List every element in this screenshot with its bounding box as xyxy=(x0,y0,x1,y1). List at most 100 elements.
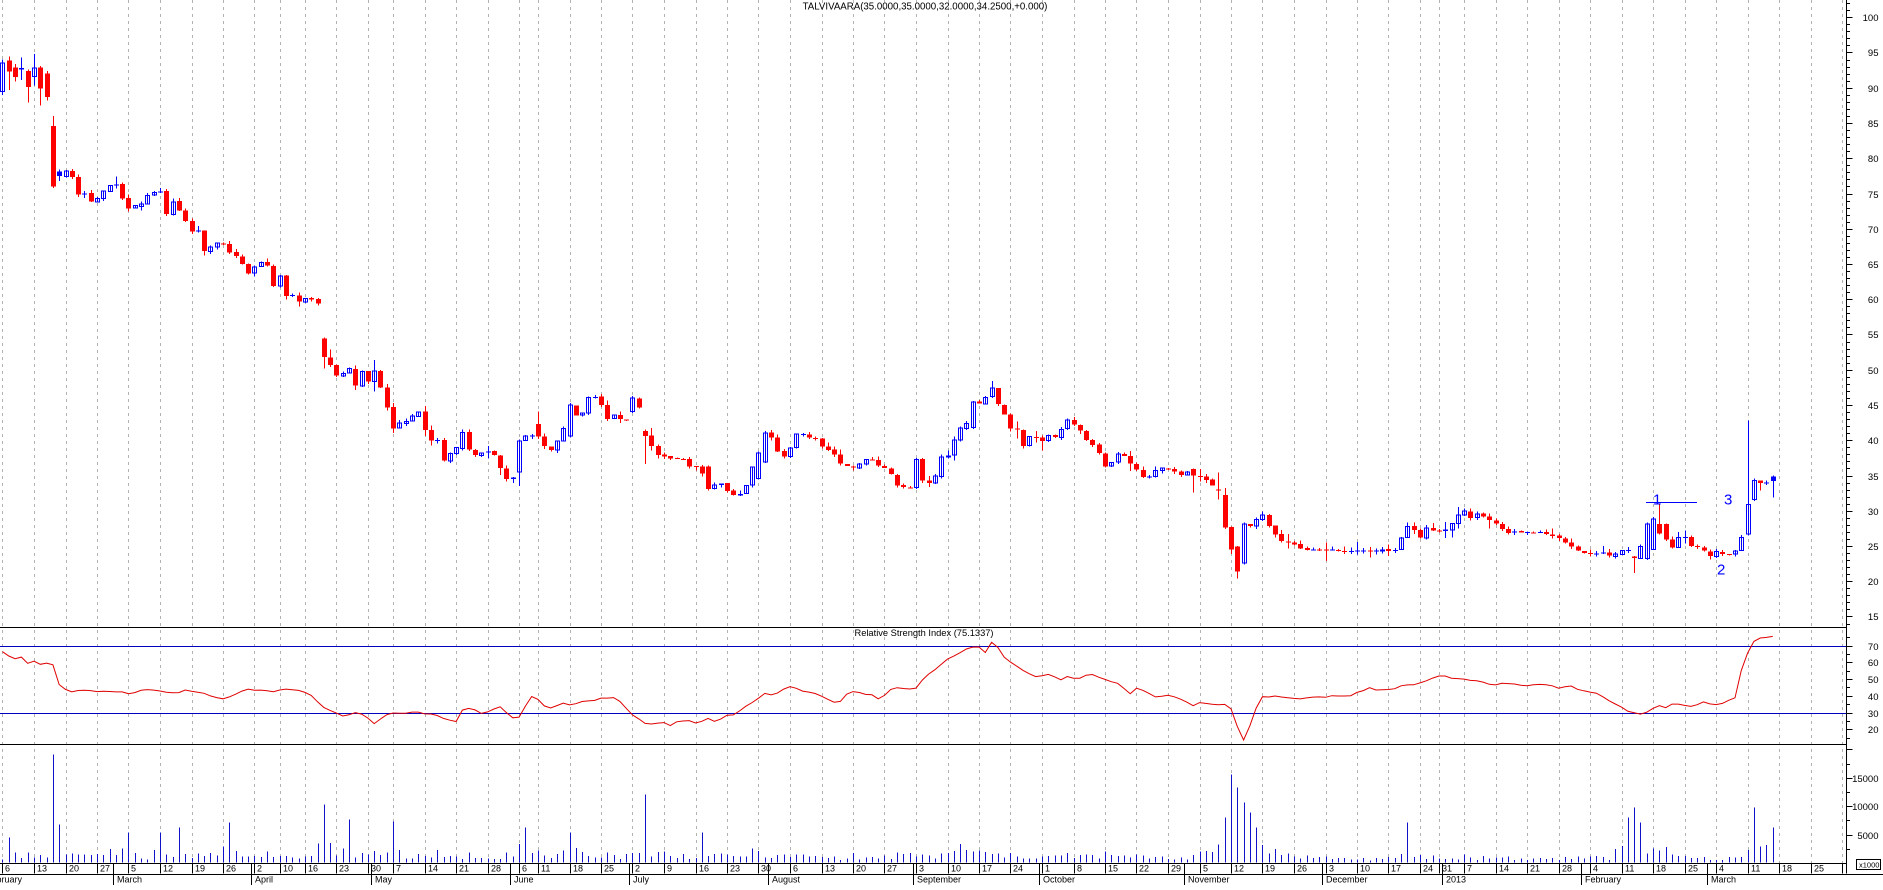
svg-text:May: May xyxy=(375,875,393,885)
svg-text:2: 2 xyxy=(1717,562,1725,579)
svg-text:13: 13 xyxy=(825,864,835,874)
svg-text:25: 25 xyxy=(604,864,614,874)
svg-text:14: 14 xyxy=(428,864,438,874)
svg-text:35: 35 xyxy=(1868,472,1879,483)
svg-text:10: 10 xyxy=(951,864,961,874)
svg-text:27: 27 xyxy=(100,864,110,874)
svg-text:70: 70 xyxy=(1868,642,1879,653)
svg-text:80: 80 xyxy=(1868,154,1879,165)
svg-text:30: 30 xyxy=(1868,507,1879,518)
svg-text:20: 20 xyxy=(856,864,866,874)
svg-text:95: 95 xyxy=(1868,48,1879,59)
svg-text:December: December xyxy=(1326,875,1368,885)
svg-text:19: 19 xyxy=(1265,864,1275,874)
svg-text:25: 25 xyxy=(1868,542,1879,553)
svg-text:2: 2 xyxy=(635,864,640,874)
svg-text:20: 20 xyxy=(1868,577,1879,588)
svg-text:4: 4 xyxy=(1719,864,1724,874)
svg-text:March: March xyxy=(117,875,142,885)
svg-text:23: 23 xyxy=(339,864,349,874)
svg-text:13: 13 xyxy=(37,864,47,874)
svg-text:12: 12 xyxy=(1234,864,1244,874)
svg-text:10: 10 xyxy=(1360,864,1370,874)
svg-text:September: September xyxy=(917,875,961,885)
svg-text:15: 15 xyxy=(1868,612,1879,623)
svg-text:40: 40 xyxy=(1868,692,1879,703)
svg-text:20: 20 xyxy=(1868,725,1879,736)
svg-text:February: February xyxy=(1585,875,1622,885)
svg-text:February: February xyxy=(0,875,23,885)
svg-text:26: 26 xyxy=(226,864,236,874)
svg-text:25: 25 xyxy=(1688,864,1698,874)
svg-text:3: 3 xyxy=(919,864,924,874)
svg-text:70: 70 xyxy=(1868,225,1879,236)
svg-text:90: 90 xyxy=(1868,84,1879,95)
svg-text:11: 11 xyxy=(1625,864,1634,874)
svg-text:March: March xyxy=(1711,875,1736,885)
svg-text:85: 85 xyxy=(1868,119,1879,130)
svg-text:21: 21 xyxy=(459,864,469,874)
svg-text:100: 100 xyxy=(1863,13,1879,24)
svg-text:26: 26 xyxy=(1297,864,1307,874)
svg-text:60: 60 xyxy=(1868,295,1879,306)
svg-text:31: 31 xyxy=(1442,864,1452,874)
svg-text:10000: 10000 xyxy=(1852,802,1878,813)
svg-text:21: 21 xyxy=(1530,864,1540,874)
svg-text:11: 11 xyxy=(541,864,550,874)
svg-text:18: 18 xyxy=(1782,864,1792,874)
svg-text:15000: 15000 xyxy=(1852,774,1878,785)
svg-text:6: 6 xyxy=(793,864,798,874)
svg-text:8: 8 xyxy=(1077,864,1082,874)
svg-text:9: 9 xyxy=(667,864,672,874)
svg-text:TALVIVAARA(35.0000,35.0000,32.: TALVIVAARA(35.0000,35.0000,32.0000,34.25… xyxy=(803,2,1048,13)
svg-text:April: April xyxy=(255,875,273,885)
svg-text:65: 65 xyxy=(1868,260,1879,271)
svg-text:28: 28 xyxy=(1562,864,1572,874)
svg-text:6: 6 xyxy=(522,864,527,874)
svg-text:17: 17 xyxy=(982,864,992,874)
svg-text:16: 16 xyxy=(699,864,709,874)
svg-text:1: 1 xyxy=(1045,864,1050,874)
svg-text:29: 29 xyxy=(1171,864,1181,874)
svg-text:Relative Strength Index (75.13: Relative Strength Index (75.1337) xyxy=(854,628,993,638)
svg-text:3: 3 xyxy=(1724,492,1732,509)
svg-text:24: 24 xyxy=(1013,864,1023,874)
svg-text:10: 10 xyxy=(283,864,293,874)
svg-text:16: 16 xyxy=(308,864,318,874)
svg-text:45: 45 xyxy=(1868,401,1879,412)
svg-text:27: 27 xyxy=(887,864,897,874)
svg-text:30: 30 xyxy=(1868,709,1879,720)
svg-text:23: 23 xyxy=(730,864,740,874)
svg-text:5: 5 xyxy=(131,864,136,874)
svg-text:5: 5 xyxy=(1203,864,1208,874)
svg-text:June: June xyxy=(514,875,534,885)
svg-text:1: 1 xyxy=(1653,492,1661,509)
svg-text:7: 7 xyxy=(396,864,401,874)
svg-text:60: 60 xyxy=(1868,658,1879,669)
svg-text:19: 19 xyxy=(195,864,205,874)
svg-text:24: 24 xyxy=(1423,864,1433,874)
svg-text:28: 28 xyxy=(491,864,501,874)
svg-text:October: October xyxy=(1043,875,1075,885)
svg-text:20: 20 xyxy=(69,864,79,874)
svg-text:2013: 2013 xyxy=(1446,875,1466,885)
svg-text:14: 14 xyxy=(1499,864,1509,874)
svg-text:22: 22 xyxy=(1139,864,1149,874)
svg-text:5000: 5000 xyxy=(1857,831,1878,842)
svg-text:July: July xyxy=(633,875,650,885)
svg-text:17: 17 xyxy=(1391,864,1401,874)
svg-text:18: 18 xyxy=(573,864,583,874)
svg-text:25: 25 xyxy=(1814,864,1824,874)
svg-text:11: 11 xyxy=(1751,864,1760,874)
svg-text:40: 40 xyxy=(1868,436,1879,447)
svg-text:30: 30 xyxy=(761,864,771,874)
svg-text:November: November xyxy=(1188,875,1230,885)
svg-text:4: 4 xyxy=(1593,864,1598,874)
svg-text:12: 12 xyxy=(163,864,173,874)
svg-text:6: 6 xyxy=(5,864,10,874)
svg-text:50: 50 xyxy=(1868,366,1879,377)
svg-text:50: 50 xyxy=(1868,675,1879,686)
svg-text:18: 18 xyxy=(1656,864,1666,874)
svg-text:7: 7 xyxy=(1467,864,1472,874)
svg-text:75: 75 xyxy=(1868,190,1879,201)
